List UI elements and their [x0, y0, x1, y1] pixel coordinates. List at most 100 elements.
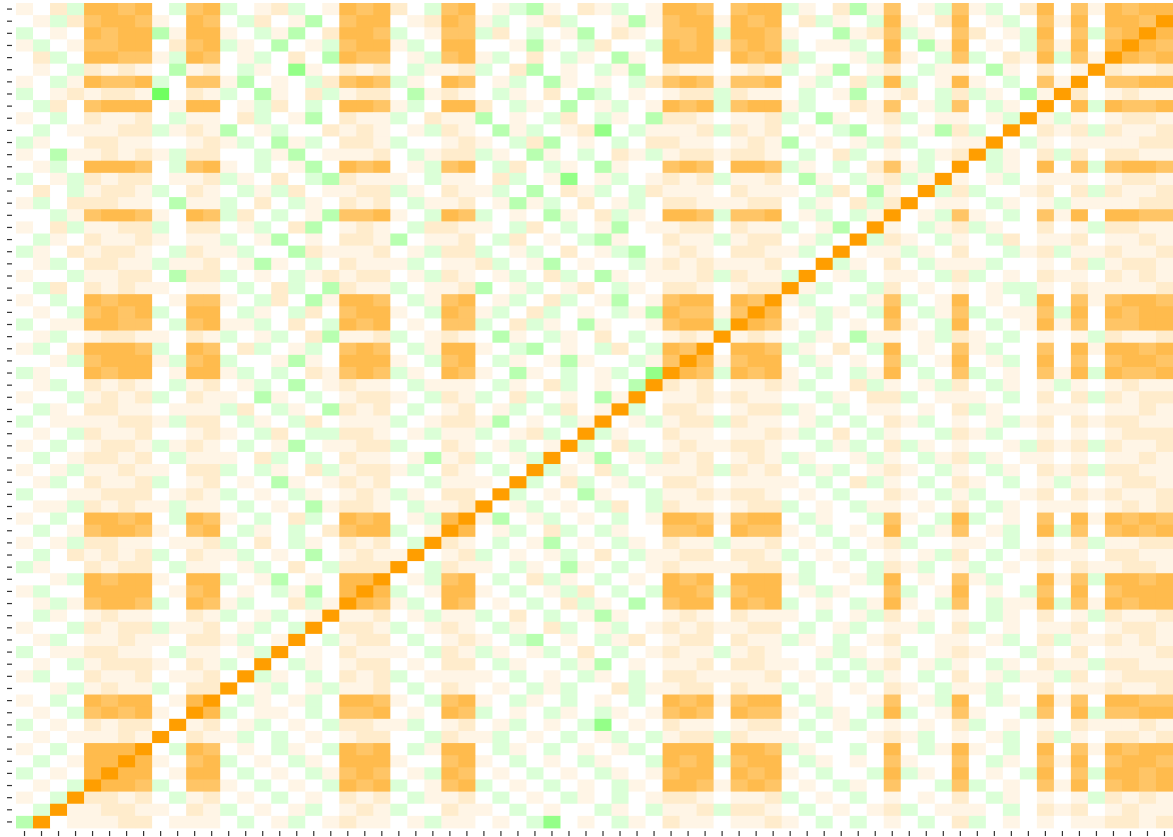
cell	[900, 658, 919, 671]
cell	[1019, 148, 1038, 162]
cell	[883, 257, 902, 271]
cell	[934, 633, 953, 647]
cell	[526, 51, 544, 65]
cell	[492, 621, 510, 635]
cell	[356, 670, 374, 683]
cell	[271, 233, 289, 247]
cell	[951, 197, 970, 210]
cell	[152, 342, 170, 356]
cell	[424, 706, 442, 720]
cell	[271, 112, 289, 125]
cell	[101, 366, 119, 380]
cell	[186, 779, 204, 793]
cell	[424, 184, 442, 198]
cell	[16, 694, 34, 708]
cell	[577, 427, 595, 441]
cell	[1002, 233, 1021, 247]
cell	[220, 257, 238, 271]
cell	[339, 366, 357, 380]
cell	[356, 306, 374, 319]
cell	[254, 658, 272, 671]
cell	[509, 257, 527, 271]
cell	[33, 342, 51, 356]
cell	[203, 366, 221, 380]
cell	[781, 694, 800, 708]
cell	[951, 184, 970, 198]
cell	[832, 536, 851, 550]
cell	[135, 3, 153, 16]
cell	[917, 561, 936, 574]
cell	[611, 209, 629, 222]
cell	[254, 585, 272, 598]
cell	[339, 633, 357, 647]
cell	[84, 500, 102, 513]
cell	[237, 464, 255, 477]
cell	[33, 294, 51, 307]
cell	[509, 415, 527, 429]
cell	[271, 548, 289, 562]
cell	[101, 221, 119, 234]
cell	[696, 124, 715, 137]
cell	[1053, 585, 1072, 598]
cell	[917, 148, 936, 162]
cell	[271, 451, 289, 465]
cell	[441, 3, 459, 16]
cell	[254, 87, 272, 101]
cell	[764, 391, 783, 404]
cell	[390, 330, 408, 344]
cell	[16, 209, 34, 222]
cell	[186, 51, 204, 65]
cell	[1070, 415, 1089, 429]
cell	[628, 51, 646, 65]
cell	[883, 282, 902, 295]
cell	[492, 791, 510, 805]
cell	[1104, 197, 1123, 210]
cell	[33, 658, 51, 671]
cell	[917, 451, 936, 465]
cell	[1104, 476, 1123, 489]
cell	[866, 209, 885, 222]
cell	[424, 561, 442, 574]
cell	[101, 100, 119, 113]
cell	[152, 512, 170, 526]
cell	[339, 536, 357, 550]
cell	[186, 245, 204, 259]
cell	[985, 366, 1004, 380]
cell	[1138, 136, 1157, 149]
cell	[679, 172, 697, 186]
cell	[407, 257, 425, 271]
cell	[254, 306, 272, 319]
cell	[254, 476, 272, 489]
cell	[781, 233, 800, 247]
cell	[900, 294, 919, 307]
cell	[679, 451, 697, 465]
cell	[866, 427, 885, 441]
cell	[407, 63, 425, 77]
cell	[1155, 621, 1173, 635]
cell	[84, 87, 102, 101]
cell	[985, 682, 1004, 695]
cell	[390, 184, 408, 198]
cell	[883, 512, 902, 526]
cell	[1155, 306, 1173, 319]
cell	[526, 670, 544, 683]
cell	[934, 112, 953, 125]
cell	[16, 670, 34, 683]
cell	[832, 767, 851, 780]
cell	[475, 318, 493, 331]
cell	[1121, 500, 1140, 513]
cell	[594, 124, 612, 137]
cell	[390, 658, 408, 671]
cell	[696, 87, 715, 101]
cell	[662, 75, 680, 89]
cell	[543, 597, 561, 611]
cell	[424, 536, 442, 550]
cell	[169, 3, 187, 16]
cell	[645, 718, 663, 732]
cell	[764, 112, 783, 125]
cell	[798, 184, 817, 198]
cell	[475, 597, 493, 611]
cell	[101, 294, 119, 307]
cell	[730, 427, 749, 441]
cell	[883, 585, 902, 598]
